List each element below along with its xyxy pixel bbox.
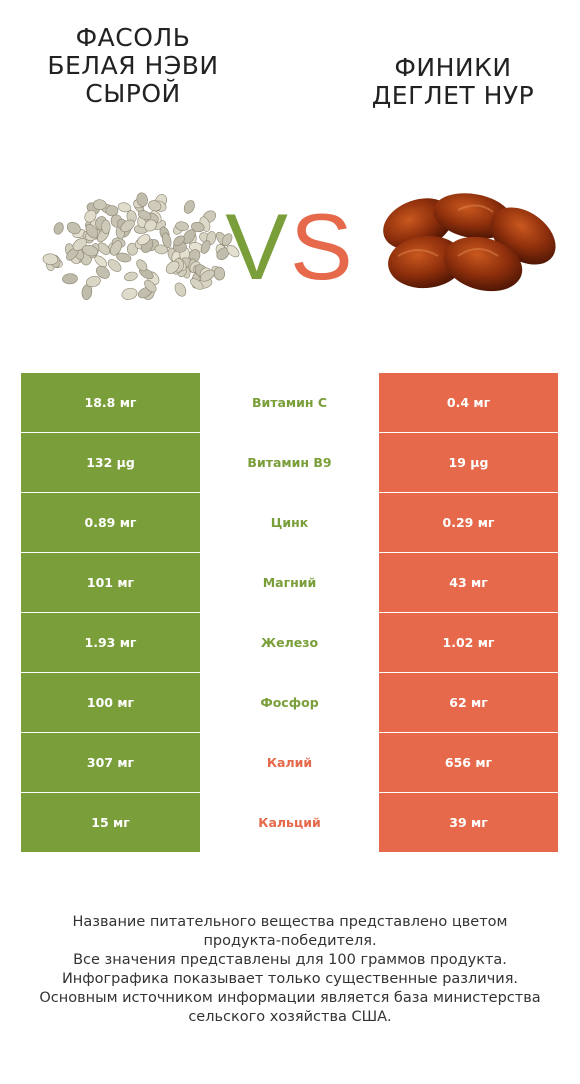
nutrient-label: Витамин B9 — [200, 432, 379, 493]
footer-line: сельского хозяйства США. — [188, 1009, 392, 1025]
nutrient-label: Фосфор — [200, 672, 379, 733]
value-right: 0.29 мг — [379, 492, 558, 553]
bean-shape — [110, 240, 122, 256]
title-right-line: ДЕГЛЕТ НУР — [371, 81, 535, 110]
bean-shape — [93, 199, 107, 211]
nutrient-label: Витамин C — [200, 373, 379, 433]
value-left: 0.89 мг — [21, 492, 200, 553]
footer-note: Название питательного вещества представл… — [0, 913, 580, 1027]
bean-shape — [144, 219, 157, 232]
title-left-line: СЫРОЙ — [85, 79, 181, 108]
value-left: 15 мг — [21, 792, 200, 853]
vs-v: V — [225, 194, 290, 299]
vs-label: VS — [0, 200, 580, 294]
bean-shape — [173, 235, 185, 246]
footer-line: продукта-победителя. — [203, 933, 377, 949]
bean-shape — [107, 259, 122, 272]
bean-shape — [86, 275, 101, 288]
bean-shape — [144, 279, 157, 293]
bean-shape — [94, 255, 108, 268]
bean-shape — [121, 287, 138, 300]
bean-shape — [96, 265, 110, 279]
bean-shape — [82, 244, 99, 257]
bean-shape — [226, 244, 240, 258]
nutrient-label: Магний — [200, 552, 379, 613]
nutrient-label: Железо — [200, 612, 379, 673]
bean-shape — [161, 232, 172, 249]
bean-shape — [137, 234, 151, 246]
bean-shape — [200, 269, 215, 282]
bean-shape — [138, 210, 152, 221]
footer-line: Все значения представлены для 100 граммо… — [73, 952, 507, 968]
title-left-line: ФАСОЛЬ — [75, 23, 191, 52]
title-left: ФАСОЛЬ БЕЛАЯ НЭВИ СЫРОЙ — [18, 24, 248, 108]
bean-shape — [174, 282, 187, 297]
table-row: 0.89 мг Цинк 0.29 мг — [21, 492, 558, 553]
value-right: 39 мг — [379, 792, 558, 853]
title-right-line: ФИНИКИ — [394, 53, 512, 82]
bean-shape — [105, 205, 119, 217]
table-row: 15 мг Кальций 39 мг — [21, 792, 558, 853]
value-right: 656 мг — [379, 732, 558, 793]
title-right: ФИНИКИ ДЕГЛЕТ НУР — [338, 54, 568, 110]
white-beans-image — [42, 192, 240, 300]
bean-shape — [190, 278, 204, 290]
bean-shape — [116, 252, 132, 263]
table-row: 100 мг Фосфор 62 мг — [21, 672, 558, 733]
bean-shape — [62, 273, 78, 285]
bean-shape — [101, 219, 111, 234]
nutrient-label: Цинк — [200, 492, 379, 553]
bean-shape — [42, 253, 59, 265]
table-row: 101 мг Магний 43 мг — [21, 552, 558, 613]
value-left: 100 мг — [21, 672, 200, 733]
value-right: 19 µg — [379, 432, 558, 493]
value-left: 132 µg — [21, 432, 200, 493]
bean-shape — [117, 202, 132, 213]
value-left: 101 мг — [21, 552, 200, 613]
value-right: 1.02 мг — [379, 612, 558, 673]
bean-shape — [66, 221, 81, 235]
bean-shape — [183, 200, 195, 214]
table-row: 1.93 мг Железо 1.02 мг — [21, 612, 558, 673]
bean-shape — [97, 242, 111, 255]
comparison-table: 18.8 мг Витамин C 0.4 мг 132 µg Витамин B9 19… — [21, 373, 558, 853]
value-left: 307 мг — [21, 732, 200, 793]
bean-shape — [53, 222, 64, 235]
bean-shape — [136, 259, 148, 272]
bean-shape — [200, 240, 211, 254]
table-row: 18.8 мг Витамин C 0.4 мг — [21, 373, 558, 433]
nutrient-label: Кальций — [200, 792, 379, 853]
bean-shape — [221, 233, 233, 246]
bean-shape — [85, 224, 99, 239]
dates-image — [383, 193, 556, 292]
vs-s: S — [290, 194, 355, 299]
footer-line: Название питательного вещества представл… — [72, 914, 508, 930]
title-left-line: БЕЛАЯ НЭВИ — [47, 51, 219, 80]
value-left: 1.93 мг — [21, 612, 200, 673]
bean-shape — [165, 260, 180, 274]
value-right: 43 мг — [379, 552, 558, 613]
value-right: 62 мг — [379, 672, 558, 733]
value-right: 0.4 мг — [379, 373, 558, 433]
table-row: 132 µg Витамин B9 19 µg — [21, 432, 558, 493]
footer-line: Инфографика показывает только существенн… — [61, 971, 519, 987]
bean-shape — [84, 209, 97, 223]
bean-shape — [154, 244, 168, 255]
bean-shape — [120, 219, 135, 233]
bean-shape — [175, 221, 189, 231]
table-row: 307 мг Калий 656 мг — [21, 732, 558, 793]
bean-shape — [136, 192, 148, 207]
footer-line: Основным источником информации является … — [39, 990, 541, 1006]
bean-shape — [124, 271, 138, 282]
bean-shape — [191, 221, 205, 233]
nutrient-label: Калий — [200, 732, 379, 793]
value-left: 18.8 мг — [21, 373, 200, 433]
